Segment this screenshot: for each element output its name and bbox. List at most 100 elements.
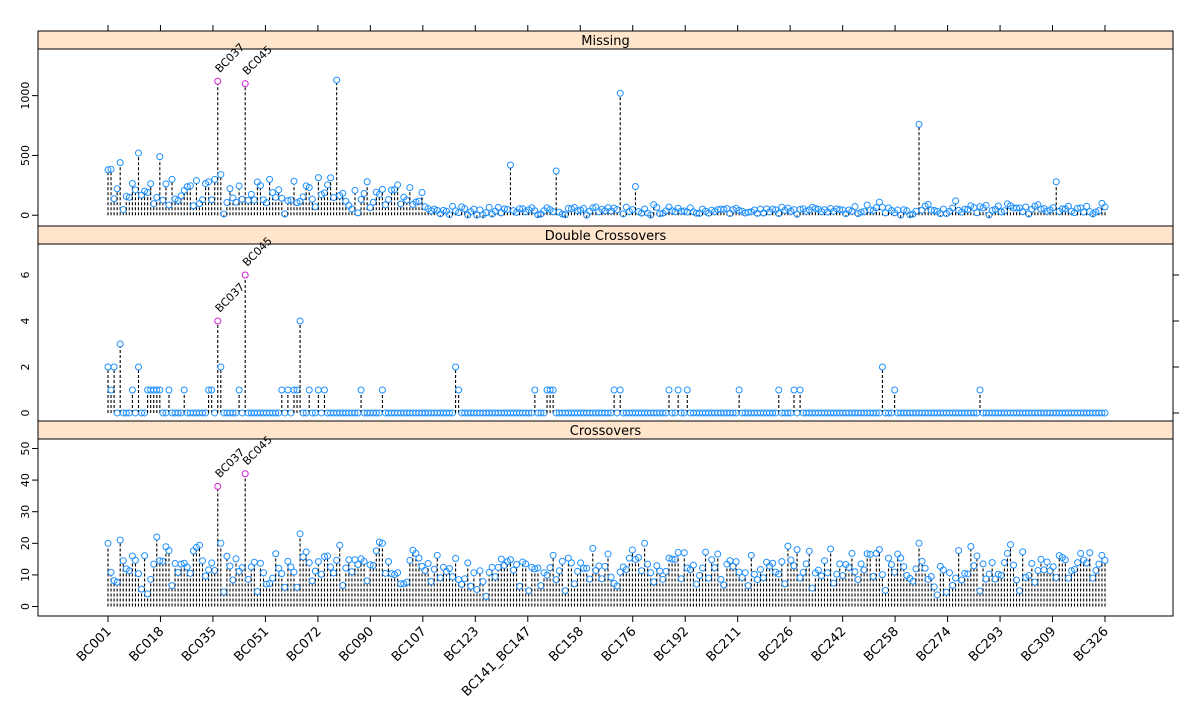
data-point <box>116 159 124 167</box>
data-point <box>939 205 947 213</box>
data-point <box>1049 563 1057 571</box>
data-point <box>287 563 295 571</box>
data-point <box>1101 409 1109 417</box>
data-point <box>537 582 545 590</box>
data-point <box>1089 574 1097 582</box>
data-point <box>790 386 798 394</box>
data-point <box>476 567 484 575</box>
data-point <box>317 570 325 578</box>
data-point <box>476 206 484 214</box>
data-point <box>811 204 819 212</box>
data-point <box>259 569 267 577</box>
data-point <box>278 386 286 394</box>
data-point <box>333 556 341 564</box>
data-point <box>985 570 993 578</box>
data-point <box>1000 559 1008 567</box>
data-point <box>531 565 539 573</box>
data-point <box>165 386 173 394</box>
data-point <box>275 186 283 194</box>
data-point <box>741 569 749 577</box>
data-point <box>845 563 853 571</box>
data-point <box>223 198 231 206</box>
data-point <box>967 542 975 550</box>
data-point <box>430 565 438 573</box>
data-point <box>1037 555 1045 563</box>
data-point <box>116 340 124 348</box>
data-point <box>278 194 286 202</box>
data-point <box>324 552 332 560</box>
data-point <box>805 547 813 555</box>
data-point <box>915 120 923 128</box>
data-point <box>302 548 310 556</box>
x-tick-label: BC035 <box>179 624 220 665</box>
data-point <box>918 206 926 214</box>
data-point <box>531 386 539 394</box>
data-point <box>1052 178 1060 186</box>
data-point <box>263 580 271 588</box>
data-point <box>650 578 658 586</box>
data-point <box>397 200 405 208</box>
data-point <box>348 568 356 576</box>
data-point <box>134 363 142 371</box>
data-point <box>1098 409 1106 417</box>
data-point <box>467 582 475 590</box>
data-point <box>616 386 624 394</box>
data-point <box>147 575 155 583</box>
data-point <box>104 166 112 174</box>
data-point <box>549 386 557 394</box>
data-point <box>979 560 987 568</box>
data-point <box>708 556 716 564</box>
y-tick-label: 50 <box>19 441 32 455</box>
data-point <box>327 174 335 182</box>
data-point <box>970 562 978 570</box>
data-point <box>1074 204 1082 212</box>
data-point <box>558 557 566 565</box>
data-point <box>997 208 1005 216</box>
data-point <box>272 550 280 558</box>
data-point <box>604 550 612 558</box>
y-tick-label: 6 <box>19 272 32 279</box>
data-point <box>427 578 435 586</box>
data-point <box>580 204 588 212</box>
data-point <box>1092 566 1100 574</box>
data-point <box>107 568 115 576</box>
panel-strip-label: Missing <box>581 34 629 49</box>
data-point <box>244 575 252 583</box>
data-point <box>138 409 146 417</box>
x-tick-label: BC123 <box>441 624 482 665</box>
data-point <box>418 188 426 196</box>
data-point <box>616 568 624 576</box>
data-point <box>516 582 524 590</box>
data-point <box>153 193 161 201</box>
data-point <box>848 549 856 557</box>
x-tick-label: BC072 <box>284 624 325 665</box>
data-point <box>558 210 566 218</box>
highlight-point <box>241 271 249 279</box>
data-point <box>311 203 319 211</box>
x-tick-label: BC258 <box>861 624 902 665</box>
data-point <box>677 575 685 583</box>
data-point <box>760 574 768 582</box>
data-point <box>455 386 463 394</box>
data-point <box>522 560 530 568</box>
data-point <box>778 558 786 566</box>
data-point <box>339 189 347 197</box>
data-point <box>153 386 161 394</box>
data-point <box>211 566 219 574</box>
data-point <box>183 563 191 571</box>
data-point <box>381 569 389 577</box>
data-point <box>104 363 112 371</box>
data-point <box>729 409 737 417</box>
data-point <box>107 165 115 173</box>
data-point <box>744 582 752 590</box>
data-point <box>412 549 420 557</box>
data-point <box>394 569 402 577</box>
data-point <box>278 570 286 578</box>
data-point <box>439 563 447 571</box>
data-point <box>747 551 755 559</box>
data-point <box>1028 560 1036 568</box>
data-point <box>159 409 167 417</box>
data-point <box>208 386 216 394</box>
data-point <box>110 195 118 203</box>
